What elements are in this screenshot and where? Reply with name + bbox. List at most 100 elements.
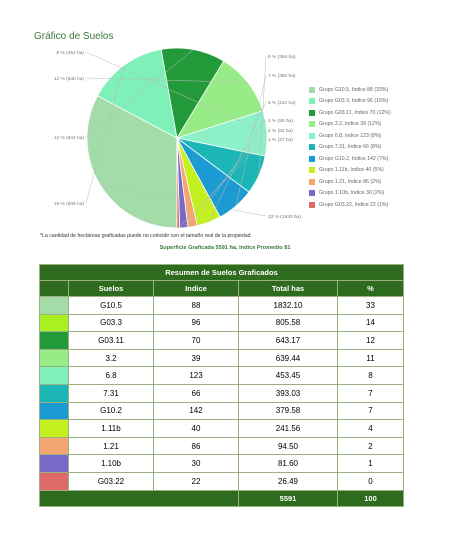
- legend-swatch: [309, 109, 315, 116]
- row-swatch: [39, 296, 69, 315]
- table-caption: Resumen de Suelos Graficados: [39, 264, 404, 281]
- row-total: 1832.10: [238, 296, 338, 315]
- row-swatch: [39, 348, 69, 368]
- row-swatch: [39, 471, 69, 491]
- row-pct: 12: [337, 331, 404, 350]
- disclaimer-note: *La cantidad de hectáreas graficadas pue…: [40, 233, 251, 239]
- row-suelo: G03.22: [68, 471, 154, 491]
- legend-label: Grupo G10.5, Indice 88 (33%): [319, 86, 389, 93]
- slice-label: 7 % (380 ha): [268, 73, 296, 79]
- legend-label: Grupo 6.8, Indice 123 (8%): [319, 132, 382, 139]
- summary-line: Superficie Graficada 5591 ha, Indice Pro…: [159, 245, 291, 251]
- leader-line: [235, 74, 267, 207]
- row-indice: 96: [153, 313, 239, 333]
- row-swatch: [39, 454, 69, 473]
- legend-item: Grupo G03.11, Indice 70 (12%): [309, 107, 449, 119]
- legend-item: Grupo 7.31, Indice 66 (8%): [309, 142, 449, 154]
- row-indice: 123: [153, 366, 239, 385]
- table-row: 1.21 86 94.50 2: [39, 436, 404, 456]
- row-total: 81.60: [238, 454, 338, 473]
- legend-item: Grupo G10.2, Indice 142 (7%): [309, 153, 449, 165]
- legend-item: Grupo 3.2, Indice 39 (12%): [309, 119, 449, 131]
- row-total: 805.58: [238, 313, 338, 333]
- legend-swatch: [309, 98, 315, 105]
- legend-label: Grupo 1.11b, Indice 40 (5%): [319, 167, 384, 174]
- row-indice: 70: [153, 331, 239, 350]
- legend-label: Grupo 7.31, Indice 66 (8%): [319, 144, 382, 151]
- row-total: 639.44: [238, 348, 338, 368]
- slice-label: 15 % (806 ha): [54, 201, 85, 207]
- row-swatch: [39, 331, 69, 350]
- row-pct: 2: [337, 436, 404, 456]
- row-suelo: G03.3: [68, 313, 154, 333]
- legend-item: Grupo 1.21, Indice 86 (2%): [309, 176, 449, 188]
- row-pct: 7: [337, 401, 404, 421]
- legend-swatch: [309, 144, 315, 151]
- header-total: Total has: [238, 280, 338, 297]
- table-row: 1.10b 30 81.60 1: [39, 454, 404, 473]
- row-indice: 39: [153, 348, 239, 368]
- table-row: G03.22 22 26.49 0: [39, 471, 404, 491]
- legend-item: Grupo G03.3, Indice 96 (15%): [309, 96, 449, 108]
- legend-label: Grupo G10.2, Indice 142 (7%): [319, 155, 389, 162]
- legend-swatch: [309, 86, 315, 93]
- legend-swatch: [309, 155, 315, 162]
- legend-swatch: [309, 167, 315, 174]
- row-pct: 7: [337, 383, 404, 403]
- row-suelo: 1.10b: [68, 454, 154, 473]
- chart-title: Gráfico de Suelos: [34, 31, 114, 42]
- row-total: 241.56: [238, 419, 338, 438]
- row-pct: 1: [337, 454, 404, 473]
- row-indice: 66: [153, 383, 239, 403]
- header-pct: %: [337, 280, 404, 297]
- summary-table: Resumen de Suelos Graficados Suelos Indi…: [39, 264, 404, 507]
- legend-item: Grupo 1.10b, Indice 30 (2%): [309, 188, 449, 200]
- row-pct: 14: [337, 313, 404, 333]
- footer-pct: 100: [337, 489, 404, 507]
- legend-label: Grupo 1.10b, Indice 30 (2%): [319, 190, 385, 197]
- row-total: 379.58: [238, 401, 338, 421]
- row-total: 26.49: [238, 471, 338, 491]
- legend-item: Grupo 6.8, Indice 123 (8%): [309, 130, 449, 142]
- row-indice: 22: [153, 471, 239, 491]
- slice-label: 12 % (640 ha): [54, 76, 85, 82]
- header-indice: Indice: [153, 280, 239, 297]
- row-indice: 142: [153, 401, 239, 421]
- row-pct: 4: [337, 419, 404, 438]
- table-row: 1.11b 40 241.56 4: [39, 419, 404, 438]
- slice-label: 8 % (394 ha): [268, 54, 296, 60]
- legend-swatch: [309, 201, 315, 208]
- row-suelo: 7.31: [68, 383, 154, 403]
- row-total: 643.17: [238, 331, 338, 350]
- leader-line: [85, 49, 194, 138]
- leader-line: [183, 129, 267, 228]
- row-total: 453.45: [238, 366, 338, 385]
- leader-line: [85, 51, 268, 134]
- row-suelo: G03.11: [68, 331, 154, 350]
- table-row: 7.31 66 393.03 7: [39, 383, 404, 403]
- slice-label: 8 % (454 ha): [57, 50, 85, 56]
- row-suelo: G10.2: [68, 401, 154, 421]
- footer-total: 5591: [238, 489, 338, 507]
- header-suelos: Suelos: [68, 280, 154, 297]
- pie-chart: 33 % (1833 ha) 15 % (806 ha) 12 % (644 ha)…: [54, 47, 301, 229]
- row-pct: 0: [337, 471, 404, 491]
- row-total: 94.50: [238, 436, 338, 456]
- slice-label: 12 % (644 ha): [54, 135, 85, 141]
- row-swatch: [39, 366, 69, 385]
- table-row: G03.11 70 643.17 12: [39, 331, 404, 350]
- row-total: 393.03: [238, 383, 338, 403]
- header-swatch: [39, 280, 69, 297]
- legend-swatch: [309, 132, 315, 139]
- row-suelo: G10.5: [68, 296, 154, 315]
- slice-label: 1 % (27 ha): [268, 137, 293, 143]
- slice-label: 2 % (95 ha): [268, 118, 293, 124]
- leader-line: [208, 101, 267, 223]
- table-row: G10.2 142 379.58 7: [39, 401, 404, 421]
- row-indice: 88: [153, 296, 239, 315]
- table-row: 6.8 123 453.45 8: [39, 366, 404, 385]
- legend-item: Grupo 1.11b, Indice 40 (5%): [309, 165, 449, 177]
- table-body: G10.5 88 1832.10 33 G03.3 96 805.58 14 G03.11 70 6…: [39, 296, 404, 491]
- row-swatch: [39, 383, 69, 403]
- slice-label: 33 % (1833 ha): [268, 214, 301, 220]
